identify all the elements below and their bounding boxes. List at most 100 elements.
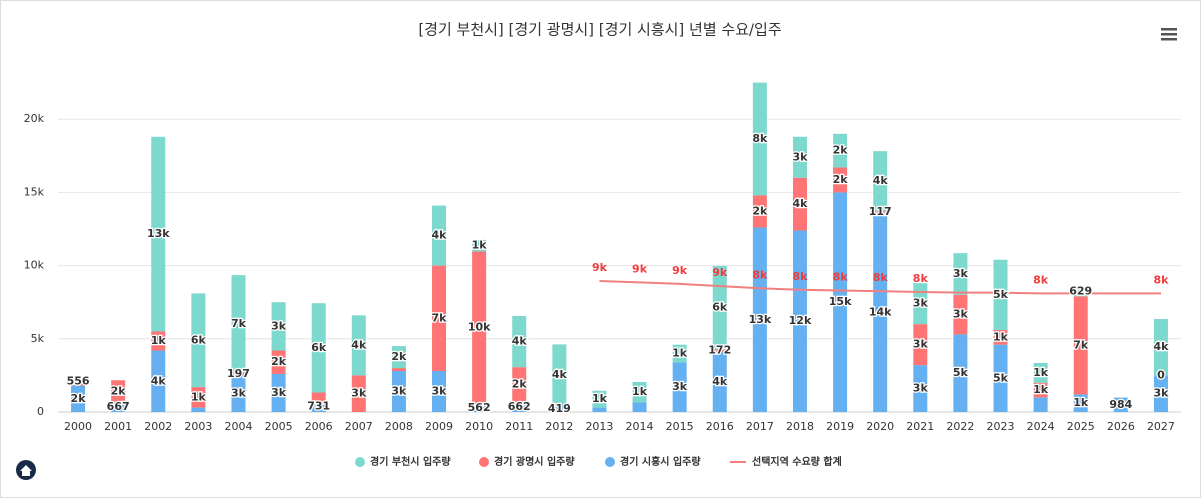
bar-segment — [151, 136, 166, 332]
bar-segment — [472, 251, 487, 404]
x-tick-label: 2012 — [545, 420, 573, 433]
bar-segment — [191, 387, 206, 408]
bar-segment — [712, 349, 727, 352]
bar-segment — [913, 324, 928, 366]
x-tick-label: 2027 — [1147, 420, 1175, 433]
line-label: 8k — [873, 271, 889, 284]
home-icon[interactable] — [16, 460, 36, 480]
bar-segment — [632, 381, 647, 403]
bar-segment — [432, 265, 447, 372]
bar-segment — [111, 402, 126, 412]
value-label: 1k — [1033, 366, 1049, 379]
value-label: 3k — [953, 267, 969, 280]
bar-segment — [993, 330, 1008, 345]
x-tick-label: 2004 — [224, 420, 252, 433]
bar-segment — [913, 283, 928, 325]
bar-segment — [632, 402, 647, 412]
value-label: 3k — [672, 380, 688, 393]
bar-segment — [752, 227, 767, 412]
bar-segment — [1073, 287, 1088, 297]
bar-segment — [191, 293, 206, 388]
bar-segment — [552, 405, 567, 412]
value-label: 3k — [432, 385, 448, 398]
y-tick-label: 0 — [37, 405, 44, 418]
value-label: 14k — [869, 305, 892, 318]
bar-segment — [71, 385, 86, 412]
value-label: 4k — [712, 375, 728, 388]
value-label: 13k — [749, 313, 772, 326]
bar-segment — [271, 350, 286, 374]
bar-segment — [151, 350, 166, 412]
value-label: 3k — [391, 385, 407, 398]
value-label: 6k — [191, 333, 207, 346]
x-tick-label: 2025 — [1067, 420, 1095, 433]
bar-segment — [1073, 296, 1088, 395]
bar-segment — [552, 344, 567, 406]
bar-segment — [391, 371, 406, 412]
bar-segment — [792, 230, 807, 412]
value-label: 984 — [1109, 398, 1132, 411]
legend-marker — [355, 457, 365, 467]
x-tick-label: 2001 — [104, 420, 132, 433]
bar-segment — [472, 403, 487, 412]
bar-segment — [1033, 397, 1048, 412]
value-label: 4k — [792, 197, 808, 210]
legend-marker — [479, 457, 489, 467]
bar-segment — [432, 205, 447, 266]
x-tick-label: 2021 — [906, 420, 934, 433]
value-label: 3k — [271, 319, 287, 332]
value-label: 2k — [111, 384, 127, 397]
bar-segment — [592, 407, 607, 412]
bar-segment — [993, 344, 1008, 412]
bar-segment — [752, 195, 767, 228]
value-label: 667 — [107, 400, 130, 413]
value-label: 1k — [472, 239, 488, 252]
value-label: 3k — [271, 386, 287, 399]
bar-segment — [953, 253, 968, 295]
x-tick-label: 2016 — [706, 420, 734, 433]
line-label: 8k — [1153, 273, 1169, 286]
legend-marker — [605, 457, 615, 467]
x-tick-label: 2013 — [585, 420, 613, 433]
bar-segment — [873, 212, 888, 412]
bar-segment — [592, 390, 607, 408]
value-label: 117 — [869, 205, 892, 218]
value-label: 2k — [752, 204, 768, 217]
value-label: 1k — [191, 390, 207, 403]
x-tick-label: 2014 — [626, 420, 654, 433]
bar-segment — [512, 367, 527, 403]
x-tick-label: 2006 — [305, 420, 333, 433]
value-label: 4k — [432, 229, 448, 242]
value-label: 6k — [712, 301, 728, 314]
bar-segment — [672, 362, 687, 412]
y-tick-label: 5k — [31, 332, 45, 345]
bar-segment — [873, 151, 888, 212]
bar-segment — [792, 177, 807, 231]
value-label: 3k — [351, 387, 367, 400]
value-label: 2k — [833, 173, 849, 186]
value-label: 4k — [351, 338, 367, 351]
line-label: 9k — [672, 264, 688, 277]
value-label: 0 — [1157, 368, 1165, 381]
value-label: 5k — [993, 288, 1009, 301]
value-label: 12k — [789, 314, 812, 327]
chart-title: [경기 부천시] [경기 광명시] [경기 시흥시] 년별 수요/입주 — [418, 21, 781, 39]
legend-label: 경기 부천시 입주량 — [370, 455, 451, 468]
bar-segment — [472, 239, 487, 252]
value-label: 4k — [1153, 340, 1169, 353]
bar-segment — [1113, 397, 1128, 412]
menu-icon[interactable] — [1161, 28, 1177, 41]
x-tick-label: 2007 — [345, 420, 373, 433]
line-label: 8k — [1033, 273, 1049, 286]
value-label: 5k — [953, 366, 969, 379]
value-label: 7k — [432, 311, 448, 324]
bar-segment — [351, 375, 366, 412]
bar-segment — [311, 303, 326, 393]
bar-segment — [1073, 394, 1088, 412]
bar-segment — [833, 133, 848, 168]
value-label: 4k — [552, 368, 568, 381]
x-tick-label: 2015 — [666, 420, 694, 433]
value-label: 15k — [829, 295, 852, 308]
x-tick-label: 2010 — [465, 420, 493, 433]
line-label: 8k — [913, 272, 929, 285]
